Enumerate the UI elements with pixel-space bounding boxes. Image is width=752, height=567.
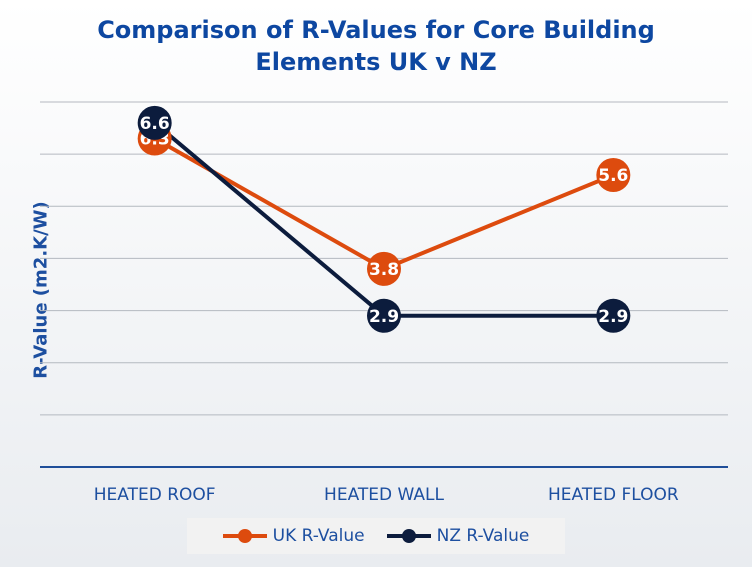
data-point	[596, 298, 631, 333]
data-point	[367, 298, 401, 333]
data-label: 2.9	[598, 307, 628, 327]
data-point	[596, 158, 631, 192]
data-label: 3.8	[369, 260, 399, 280]
legend-item-nz: NZ R-Value	[386, 526, 530, 546]
x-tick-label: HEATED ROOF	[94, 485, 216, 505]
chart-title: Comparison of R-Values for Core Building…	[0, 14, 752, 78]
series-line-1	[153, 121, 614, 318]
legend-swatch-uk-icon	[222, 529, 267, 543]
chart-title-line-2: Elements UK v NZ	[255, 48, 497, 76]
data-label: 6.6	[140, 114, 170, 134]
legend-swatch-nz-icon	[386, 529, 431, 543]
legend-label-uk: UK R-Value	[272, 526, 365, 546]
data-point	[137, 105, 172, 140]
data-label: 5.6	[598, 166, 628, 186]
data-point	[367, 251, 401, 286]
x-tick-label: HEATED FLOOR	[548, 485, 679, 505]
x-tick-label: HEATED WALL	[324, 485, 444, 505]
legend-item-uk: UK R-Value	[222, 526, 365, 546]
chart-title-line-1: Comparison of R-Values for Core Building	[97, 16, 655, 44]
legend: UK R-Value NZ R-Value	[187, 518, 565, 554]
series-line-0	[153, 136, 615, 271]
legend-label-nz: NZ R-Value	[436, 526, 530, 546]
data-label: 2.9	[369, 307, 399, 327]
